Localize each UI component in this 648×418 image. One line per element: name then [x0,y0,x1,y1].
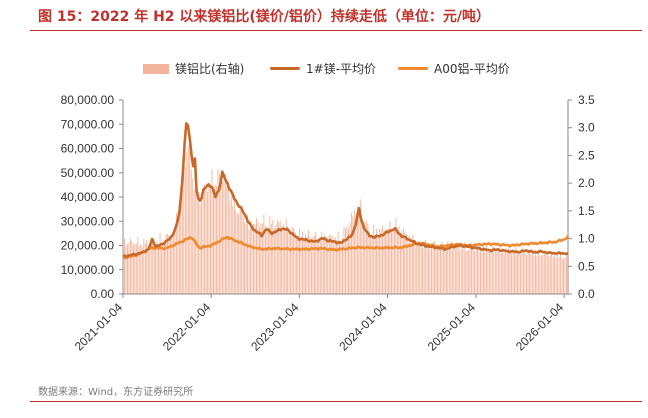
legend-label-ratio: 镁铝比(右轴) [175,62,245,76]
y-left-tick-label: 40,000.00 [61,190,115,204]
x-tick-label: 2022-01-04 [160,300,214,354]
y-right-tick-label: 1.0 [578,232,595,246]
x-tick-label: 2026-01-04 [513,300,567,354]
legend-label-mg: 1#镁-平均价 [306,62,377,76]
y-right-tick-label: 3.0 [578,121,595,135]
mg-price-line [122,122,569,258]
y-left-tick-label: 50,000.00 [61,166,115,180]
x-tick-label: 2025-01-04 [425,300,479,354]
title-divider [30,30,642,31]
y-left-tick-label: 0.00 [91,287,115,301]
chart-canvas: 0.00 10,000.00 20,000.00 30,000.00 40,000.00… [61,93,595,354]
x-tick-label: 2023-01-04 [248,300,302,354]
y-left-tick-label: 20,000.00 [61,239,115,253]
y-left-tick-label: 70,000.00 [61,117,115,131]
legend-swatch-ratio [143,63,169,74]
x-tick-label: 2021-01-04 [72,300,126,354]
source-note: 数据来源：Wind，东方证券研究所 [38,387,194,398]
y-right-tick-label: 3.5 [578,93,595,107]
y-right-tick-label: 0.0 [578,287,595,301]
legend-swatch-mg [270,67,300,70]
bottom-divider [30,401,642,402]
y-left-tick-label: 60,000.00 [61,142,115,156]
legend-swatch-al [398,67,428,70]
y-left-tick-label: 10,000.00 [61,263,115,277]
legend-item-ratio: 镁铝比(右轴) [143,60,244,77]
y-right-tick-label: 2.0 [578,176,595,190]
legend-item-al: A00铝-平均价 [398,60,510,77]
x-tick-label: 2024-01-04 [336,300,390,354]
legend-label-al: A00铝-平均价 [434,62,510,76]
y-right-tick-label: 1.5 [578,204,595,218]
al-price-line [122,235,570,260]
y-left-tick-label: 30,000.00 [61,214,115,228]
chart-title: 图 15：2022 年 H2 以来镁铝比(镁价/铝价）持续走低（单位：元/吨） [38,9,491,25]
y-right-tick-label: 0.5 [578,259,595,273]
y-right-tick-label: 2.5 [578,148,595,162]
y-left-tick-label: 80,000.00 [61,93,115,107]
legend-item-mg: 1#镁-平均价 [270,60,376,77]
